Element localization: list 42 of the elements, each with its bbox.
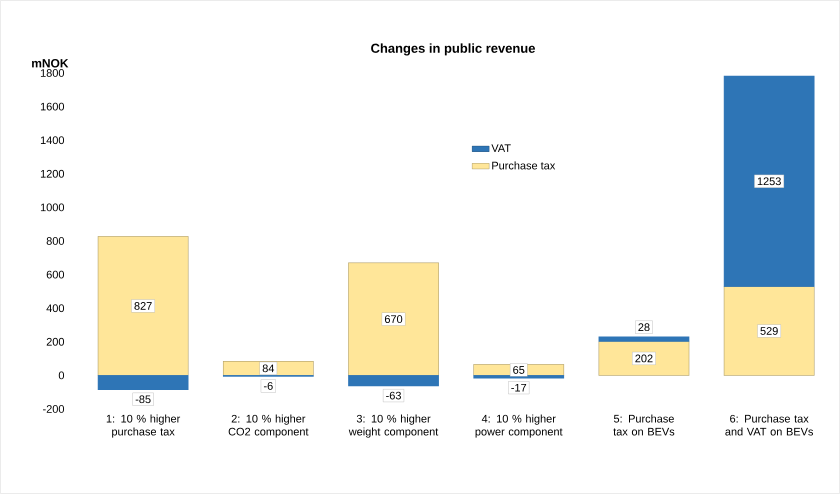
chart-title: Changes in public revenue: [371, 43, 535, 56]
y-tick-label: 0: [58, 372, 64, 380]
data-label: 529: [760, 327, 778, 335]
data-label: -6: [264, 382, 273, 390]
data-label: 827: [134, 302, 152, 310]
y-tick-label: 1800: [40, 69, 64, 77]
x-tick-label: 2: 10 % higher CO2 component: [228, 414, 308, 438]
y-tick-label: 200: [46, 338, 64, 346]
x-tick-label: 5: Purchase tax on BEVs: [613, 414, 674, 436]
bar: [724, 286, 815, 376]
data-label: -85: [136, 395, 151, 404]
data-label: 1253: [758, 177, 781, 186]
x-tick-label: 3: 10 % higher weight component: [348, 414, 438, 438]
x-tick-label: 6: Purchase tax and VAT on BEVs: [725, 414, 813, 436]
bar: [348, 375, 439, 386]
data-label: 202: [635, 354, 653, 362]
data-label: 670: [384, 315, 402, 323]
data-label: 65: [513, 366, 524, 374]
x-tick-label: 4: 10 % higher power component: [476, 414, 562, 438]
y-tick-label: 400: [46, 304, 64, 312]
y-tick-label: 1000: [40, 204, 64, 212]
data-label: 28: [638, 323, 650, 332]
bar: [98, 375, 188, 390]
bar: [724, 76, 815, 287]
bar: [473, 375, 564, 379]
y-tick-label: 800: [46, 237, 64, 245]
data-label: -63: [386, 392, 401, 400]
y-tick-label: -200: [43, 405, 64, 413]
bar: [98, 236, 188, 376]
bar: [348, 262, 439, 376]
data-label: -17: [511, 384, 526, 392]
legend-label: VAT: [491, 144, 511, 152]
x-tick-label: 1: 10 % higher purchase tax: [106, 414, 180, 438]
y-tick-label: 1600: [40, 102, 64, 110]
y-axis-title: mNOK: [32, 59, 68, 68]
bar: [598, 336, 690, 342]
y-tick-label: 1400: [40, 136, 64, 144]
y-tick-label: 600: [46, 270, 64, 278]
legend-label: Purchase tax: [492, 161, 556, 170]
bar: [598, 341, 690, 376]
data-label: 84: [262, 364, 274, 372]
y-tick-label: 1200: [40, 170, 64, 178]
